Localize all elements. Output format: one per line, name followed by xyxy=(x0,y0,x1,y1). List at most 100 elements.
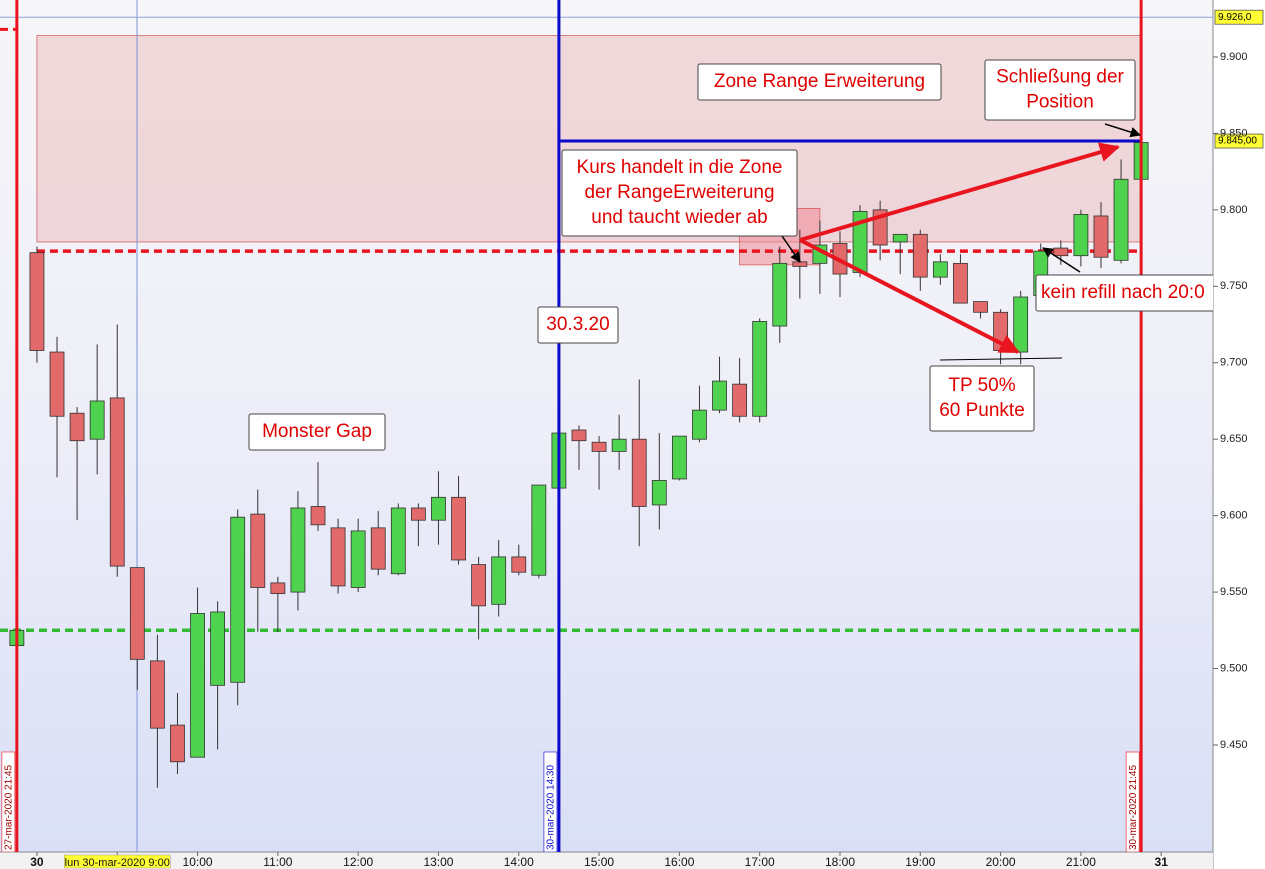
candle-body xyxy=(49,351,65,417)
annotation-text: und taucht wieder ab xyxy=(591,207,767,228)
candle-body xyxy=(410,507,426,521)
arrow xyxy=(799,238,1020,354)
candle-body xyxy=(932,261,948,278)
candle-body xyxy=(531,484,547,576)
candle-body xyxy=(772,262,788,327)
candle-body xyxy=(892,233,908,243)
candle-body xyxy=(230,516,246,683)
pointer xyxy=(1104,123,1142,138)
vertical-line-label-bg xyxy=(543,751,558,852)
candle-body xyxy=(973,301,988,313)
x-tick-label: 20:00 xyxy=(986,855,1016,869)
candle-body xyxy=(149,660,165,729)
candle-body xyxy=(1073,214,1089,257)
candle-body xyxy=(591,441,607,452)
y-tick-label: 9.800 xyxy=(1220,204,1248,216)
annotation-text: TP 50% xyxy=(948,375,1015,396)
y-tick-label: 9.900 xyxy=(1220,51,1248,63)
x-axis-panel xyxy=(0,852,1213,869)
candle-body xyxy=(451,496,466,561)
plot-area: 27-mar-2020 21:45 30-mar-2020 14:30 30-mar… xyxy=(0,0,1213,852)
trend-line xyxy=(939,357,1063,361)
price-marker-label: 9.926,0 xyxy=(1218,12,1252,23)
candle-body xyxy=(270,582,286,595)
x-tick-label: 12:00 xyxy=(343,855,373,869)
x-tick-label: 30 xyxy=(30,855,44,869)
x-tick-label: 21:00 xyxy=(1066,855,1096,869)
vertical-line-label: 30-mar-2020 14:30 xyxy=(546,765,557,850)
candle-body xyxy=(129,567,145,660)
x-tick-highlight xyxy=(63,854,171,869)
x-tick-label: 19:00 xyxy=(905,855,935,869)
x-tick-label: 14:00 xyxy=(504,855,534,869)
y-tick-label: 9.650 xyxy=(1220,433,1248,445)
y-tick-label: 9.850 xyxy=(1220,127,1248,139)
y-tick-label: 9.550 xyxy=(1220,586,1248,598)
candle-body xyxy=(310,506,326,526)
candle-body xyxy=(511,556,527,573)
y-tick-label: 9.600 xyxy=(1220,510,1248,522)
candle-body xyxy=(350,530,366,588)
candle-body xyxy=(491,556,507,605)
arrow xyxy=(799,142,1120,242)
candle-body xyxy=(912,233,928,278)
vertical-line-label: 27-mar-2020 21:45 xyxy=(4,765,15,850)
price-marker-box xyxy=(1214,9,1264,25)
candle-body xyxy=(571,429,587,442)
x-tick-label: 11:00 xyxy=(263,855,292,869)
candle-body xyxy=(651,480,667,506)
candle-body xyxy=(29,252,45,351)
x-tick-label: 18:00 xyxy=(825,855,855,869)
annotation-text: Zone Range Erweiterung xyxy=(714,71,925,92)
candle-body xyxy=(1113,178,1129,261)
price-marker-label: 9.845,00 xyxy=(1218,136,1257,147)
candle-body xyxy=(250,513,266,588)
annotation-box xyxy=(537,306,619,344)
vertical-line-label: 30-mar-2020 21:45 xyxy=(1128,765,1139,850)
vertical-line-label-bg xyxy=(1,751,16,852)
candle-body xyxy=(1053,247,1069,257)
candle-body xyxy=(69,412,85,442)
x-tick-label: 10:00 xyxy=(183,855,213,869)
candle-body xyxy=(953,262,968,304)
annotation-text: 30.3.20 xyxy=(546,314,609,335)
candle-body xyxy=(290,507,306,593)
annotation-text: Kurs handelt in die Zone xyxy=(577,157,783,178)
x-tick-label: 13:00 xyxy=(423,855,453,869)
x-tick-label: 17:00 xyxy=(745,855,775,869)
x-tick-label: 15:00 xyxy=(584,855,614,869)
price-marker-box xyxy=(1214,133,1264,149)
candle-body xyxy=(471,564,487,607)
pointer xyxy=(781,235,801,263)
overlay: 9.926,0 9.845,00 xyxy=(1214,9,1264,149)
annotation-text: 60 Punkte xyxy=(939,400,1025,421)
candle-body xyxy=(732,383,748,417)
candle-body xyxy=(692,409,707,440)
candle-body xyxy=(170,724,185,763)
candle-body xyxy=(1013,296,1029,353)
annotation-text: Monster Gap xyxy=(262,421,372,442)
annotation-text: der RangeErweiterung xyxy=(584,182,774,203)
annotation-text: Position xyxy=(1026,92,1094,113)
annotation-box xyxy=(984,59,1136,121)
candle-body xyxy=(671,435,687,480)
annotation-text: Schließung der xyxy=(996,67,1124,88)
candle-body xyxy=(109,397,125,567)
x-tick-label: 31 xyxy=(1155,855,1169,869)
candle-body xyxy=(431,496,446,521)
candle-body xyxy=(390,507,406,575)
candle-body xyxy=(330,527,346,587)
candle-body xyxy=(370,527,386,570)
y-tick-label: 9.500 xyxy=(1220,662,1248,674)
vertical-line-label-bg xyxy=(1125,751,1140,852)
candle-body xyxy=(210,611,226,686)
candle-body xyxy=(190,613,205,758)
candle-body xyxy=(631,438,647,507)
annotation-box xyxy=(697,63,942,101)
x-tick-label: 16:00 xyxy=(664,855,694,869)
candle-body xyxy=(792,261,808,267)
annotation-box xyxy=(1035,274,1213,312)
candle-body xyxy=(89,400,105,440)
y-tick-label: 9.700 xyxy=(1220,357,1248,369)
